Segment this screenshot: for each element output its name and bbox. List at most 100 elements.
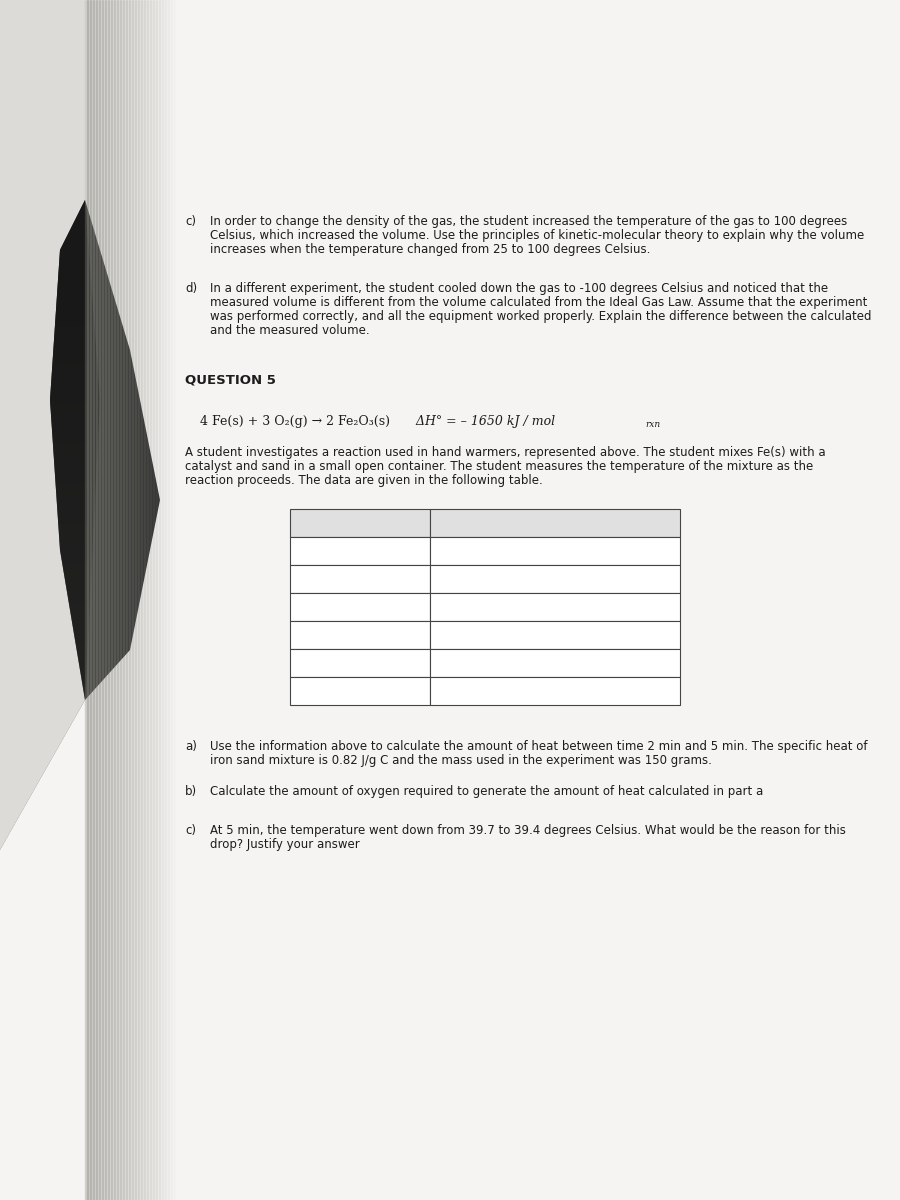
- Bar: [0, 510, 900, 512]
- Bar: [0, 582, 900, 584]
- Bar: [0, 580, 900, 582]
- Bar: [118, 0, 120, 1200]
- Text: 2: 2: [356, 600, 364, 613]
- Bar: [0, 462, 900, 464]
- Bar: [0, 624, 900, 626]
- Bar: [147, 0, 148, 1200]
- Bar: [0, 542, 900, 544]
- Bar: [0, 458, 900, 460]
- Bar: [0, 496, 900, 498]
- Bar: [0, 658, 900, 660]
- Bar: [0, 480, 900, 482]
- Bar: [91, 0, 93, 1200]
- Bar: [0, 422, 900, 424]
- Text: 22.0: 22.0: [542, 545, 568, 558]
- Bar: [0, 488, 900, 490]
- Bar: [0, 696, 900, 698]
- Bar: [145, 0, 147, 1200]
- Bar: [151, 0, 152, 1200]
- Text: Use the information above to calculate the amount of heat between time 2 min and: Use the information above to calculate t…: [210, 740, 868, 754]
- Bar: [165, 0, 166, 1200]
- Bar: [0, 528, 900, 530]
- Bar: [0, 320, 900, 322]
- Bar: [0, 556, 900, 558]
- Bar: [0, 530, 900, 532]
- Bar: [0, 408, 900, 410]
- Bar: [0, 362, 900, 364]
- Bar: [0, 640, 900, 642]
- Text: 5: 5: [356, 684, 364, 697]
- Bar: [0, 300, 900, 302]
- Bar: [0, 590, 900, 592]
- Bar: [430, 538, 680, 565]
- Bar: [140, 0, 142, 1200]
- Bar: [116, 0, 118, 1200]
- Text: In a different experiment, the student cooled down the gas to -100 degrees Celsi: In a different experiment, the student c…: [210, 282, 828, 295]
- Bar: [0, 318, 900, 320]
- Text: c): c): [185, 824, 196, 838]
- Bar: [88, 0, 89, 1200]
- Text: Time (min): Time (min): [324, 516, 396, 529]
- Bar: [124, 0, 125, 1200]
- Bar: [0, 614, 900, 616]
- Bar: [0, 606, 900, 608]
- Bar: [0, 650, 900, 652]
- Bar: [0, 410, 900, 412]
- Text: 4: 4: [356, 656, 364, 670]
- Bar: [0, 656, 900, 658]
- Bar: [0, 376, 900, 378]
- Bar: [290, 538, 430, 565]
- Bar: [89, 0, 91, 1200]
- Bar: [0, 326, 900, 328]
- Text: 1: 1: [356, 572, 364, 586]
- Bar: [143, 0, 145, 1200]
- Bar: [0, 574, 900, 576]
- Bar: [0, 668, 900, 670]
- Bar: [85, 0, 86, 1200]
- Bar: [0, 492, 900, 494]
- Bar: [134, 0, 136, 1200]
- Bar: [0, 694, 900, 696]
- Bar: [0, 348, 900, 350]
- Bar: [0, 0, 900, 500]
- Bar: [0, 664, 900, 666]
- Bar: [0, 440, 900, 442]
- Bar: [0, 680, 900, 682]
- Bar: [0, 626, 900, 628]
- Bar: [0, 314, 900, 316]
- Bar: [0, 602, 900, 604]
- Bar: [0, 304, 900, 306]
- Text: Calculate the amount of oxygen required to generate the amount of heat calculate: Calculate the amount of oxygen required …: [210, 785, 763, 798]
- Bar: [0, 596, 900, 598]
- Bar: [93, 0, 94, 1200]
- Bar: [0, 482, 900, 484]
- Bar: [0, 342, 900, 344]
- Bar: [0, 520, 900, 522]
- Bar: [0, 412, 900, 414]
- Bar: [120, 0, 121, 1200]
- Text: 39.7: 39.7: [542, 656, 568, 670]
- Bar: [156, 0, 157, 1200]
- Bar: [0, 446, 900, 448]
- Bar: [160, 0, 161, 1200]
- Bar: [0, 380, 900, 382]
- Bar: [0, 336, 900, 338]
- Bar: [0, 306, 900, 308]
- Bar: [0, 382, 900, 384]
- Bar: [0, 388, 900, 390]
- Bar: [0, 346, 900, 348]
- Bar: [0, 406, 900, 408]
- Bar: [0, 352, 900, 354]
- Bar: [158, 0, 160, 1200]
- Bar: [0, 472, 900, 474]
- Bar: [0, 432, 900, 434]
- Bar: [0, 354, 900, 356]
- Bar: [107, 0, 109, 1200]
- Bar: [0, 498, 900, 500]
- Bar: [0, 654, 900, 656]
- Bar: [86, 0, 88, 1200]
- Bar: [0, 676, 900, 678]
- Polygon shape: [50, 200, 160, 700]
- Bar: [430, 677, 680, 704]
- Text: Temperature of Mixture (°C): Temperature of Mixture (°C): [462, 516, 648, 529]
